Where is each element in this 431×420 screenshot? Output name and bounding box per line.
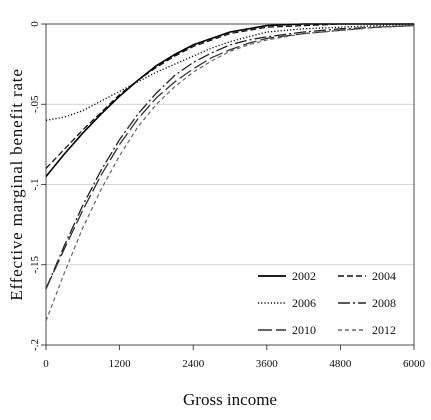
legend: 2002 2004 2006 2008 2010 2012 xyxy=(258,269,396,337)
y-tick-label: -.05 xyxy=(29,95,41,113)
x-axis: 0 1200 2400 3600 4800 6000 xyxy=(43,345,426,370)
series-line-2006 xyxy=(45,23,415,121)
x-tick-label: 3600 xyxy=(256,358,279,370)
y-axis-label: Effective marginal benefit rate xyxy=(7,68,26,300)
series-lines xyxy=(45,23,415,322)
series-line-2004 xyxy=(45,23,414,169)
y-tick-label: -.1 xyxy=(29,179,41,191)
y-tick-label: 0 xyxy=(29,21,41,27)
legend-label-2006: 2006 xyxy=(292,296,316,310)
x-tick-label: 0 xyxy=(43,358,49,370)
series-line-2002 xyxy=(45,23,414,178)
y-tick-label: -.15 xyxy=(29,256,41,274)
legend-label-2002: 2002 xyxy=(292,269,316,283)
x-tick-label: 6000 xyxy=(403,358,426,370)
series-line-2012 xyxy=(45,25,415,322)
y-axis: 0 -.05 -.1 -.15 -.2 xyxy=(29,21,46,351)
legend-label-2008: 2008 xyxy=(372,296,396,310)
x-tick-label: 4800 xyxy=(329,358,352,370)
legend-label-2012: 2012 xyxy=(372,323,396,337)
x-tick-label: 1200 xyxy=(109,358,132,370)
legend-label-2004: 2004 xyxy=(372,269,396,283)
x-axis-label: Gross income xyxy=(183,390,277,409)
legend-label-2010: 2010 xyxy=(292,323,316,337)
series-line-2008 xyxy=(45,24,415,290)
x-tick-label: 2400 xyxy=(182,358,205,370)
gridlines xyxy=(46,103,414,266)
series-line-2010 xyxy=(45,24,415,290)
y-tick-label: -.2 xyxy=(29,339,41,351)
